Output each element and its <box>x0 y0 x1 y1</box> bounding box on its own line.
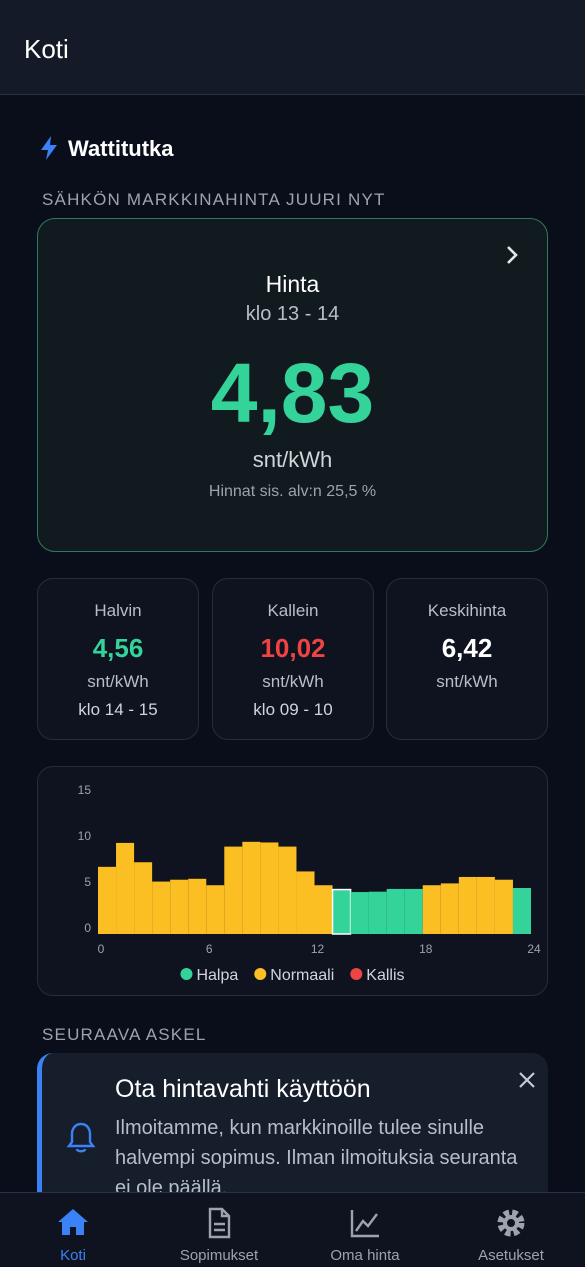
chart-card: 0 5 10 15 0 6 12 18 24 Halpa Normaali Kallis <box>37 766 548 996</box>
bar <box>458 876 477 934</box>
header-title: Koti <box>24 34 69 64</box>
bar <box>116 842 135 934</box>
close-button[interactable] <box>518 1071 536 1089</box>
price-title: Hinta <box>265 271 320 297</box>
nav-label: Asetukset <box>478 1247 544 1264</box>
bolt-icon <box>41 136 57 160</box>
bar <box>206 885 225 934</box>
x-tick-label: 6 <box>206 942 213 956</box>
y-tick-label: 5 <box>84 875 91 889</box>
stat-card: Keskihinta 6,42 snt/kWh <box>386 578 548 740</box>
x-tick-label: 0 <box>98 942 105 956</box>
price-note: Hinnat sis. alv:n 25,5 % <box>208 483 377 500</box>
chevron-icon[interactable] <box>504 245 520 265</box>
bar <box>134 862 153 934</box>
legend-label: Kallis <box>366 967 404 984</box>
bar <box>314 885 333 934</box>
stat-label: Halvin <box>94 601 142 620</box>
bar <box>331 888 352 935</box>
stat-unit: snt/kWh <box>87 672 149 691</box>
stat-label: Keskihinta <box>427 601 507 620</box>
document-icon <box>208 1207 231 1239</box>
bar <box>242 841 261 934</box>
price-time: klo 13 - 14 <box>245 303 340 325</box>
home-icon <box>58 1209 88 1235</box>
y-tick-label: 15 <box>78 783 92 797</box>
bar <box>422 885 441 934</box>
bar <box>512 888 531 934</box>
price-chart: 0 5 10 15 0 6 12 18 24 Halpa Normaali Kallis <box>78 783 541 984</box>
next-step-title: SEURAAVA ASKEL <box>42 1025 207 1044</box>
bottom-nav: Koti Sopimukset Oma hinta Asetukset <box>0 1192 585 1266</box>
stat-unit: snt/kWh <box>436 672 498 691</box>
section-subtitle: SÄHKÖN MARKKINAHINTA JUURI NYT <box>42 190 386 209</box>
chart-icon <box>350 1210 379 1238</box>
stat-time: klo 09 - 10 <box>253 700 333 719</box>
bar <box>98 866 117 934</box>
price-value: 4,83 <box>210 346 375 440</box>
nav-item[interactable]: Koti <box>0 1193 146 1267</box>
bar <box>404 888 423 934</box>
notification-title: Ota hintavahti käyttöön <box>115 1075 371 1103</box>
bar <box>386 888 405 934</box>
legend-label: Normaali <box>270 967 334 984</box>
stat-time: klo 14 - 15 <box>78 700 158 719</box>
bar <box>440 883 459 934</box>
stat-value: 6,42 <box>441 633 493 663</box>
bar <box>170 879 189 934</box>
stat-value: 10,02 <box>260 633 326 663</box>
price-unit: snt/kWh <box>252 447 333 472</box>
stat-unit: snt/kWh <box>262 672 324 691</box>
x-tick-label: 24 <box>527 942 541 956</box>
notification-text: Ilmoitamme, kun markkinoille tulee sinul… <box>115 1117 518 1199</box>
settings-icon <box>497 1209 525 1237</box>
bar <box>476 876 495 934</box>
nav-label: Sopimukset <box>179 1247 259 1264</box>
bar <box>368 891 387 934</box>
x-tick-label: 12 <box>311 942 325 956</box>
nav-label: Koti <box>60 1247 86 1264</box>
legend-label: Halpa <box>196 967 238 984</box>
y-tick-label: 0 <box>84 921 91 935</box>
nav-item[interactable]: Oma hinta <box>292 1193 438 1267</box>
bell-icon <box>66 1122 96 1153</box>
bar <box>350 892 369 934</box>
stat-card: Halvin 4,56 snt/kWh klo 14 - 15 <box>37 578 199 740</box>
bar <box>224 846 243 934</box>
legend-swatch <box>254 968 267 980</box>
app-header: Koti <box>0 0 585 95</box>
bar <box>494 879 513 934</box>
section-title: Wattitutka <box>68 136 174 161</box>
price-card[interactable]: Hinta klo 13 - 14 4,83 snt/kWh Hinnat si… <box>37 218 548 552</box>
stat-card: Kallein 10,02 snt/kWh klo 09 - 10 <box>212 578 374 740</box>
stat-value: 4,56 <box>92 633 144 663</box>
bar <box>188 878 207 934</box>
bar <box>260 842 279 934</box>
legend-swatch <box>180 968 193 980</box>
nav-label: Oma hinta <box>330 1247 400 1264</box>
x-tick-label: 18 <box>419 942 433 956</box>
nav-item[interactable]: Asetukset <box>438 1193 584 1267</box>
nav-item[interactable]: Sopimukset <box>146 1193 292 1267</box>
bar <box>296 871 315 934</box>
bar <box>152 881 171 934</box>
legend-swatch <box>350 968 363 980</box>
stat-label: Kallein <box>267 601 319 620</box>
bar <box>278 846 297 934</box>
y-tick-label: 10 <box>78 829 92 843</box>
